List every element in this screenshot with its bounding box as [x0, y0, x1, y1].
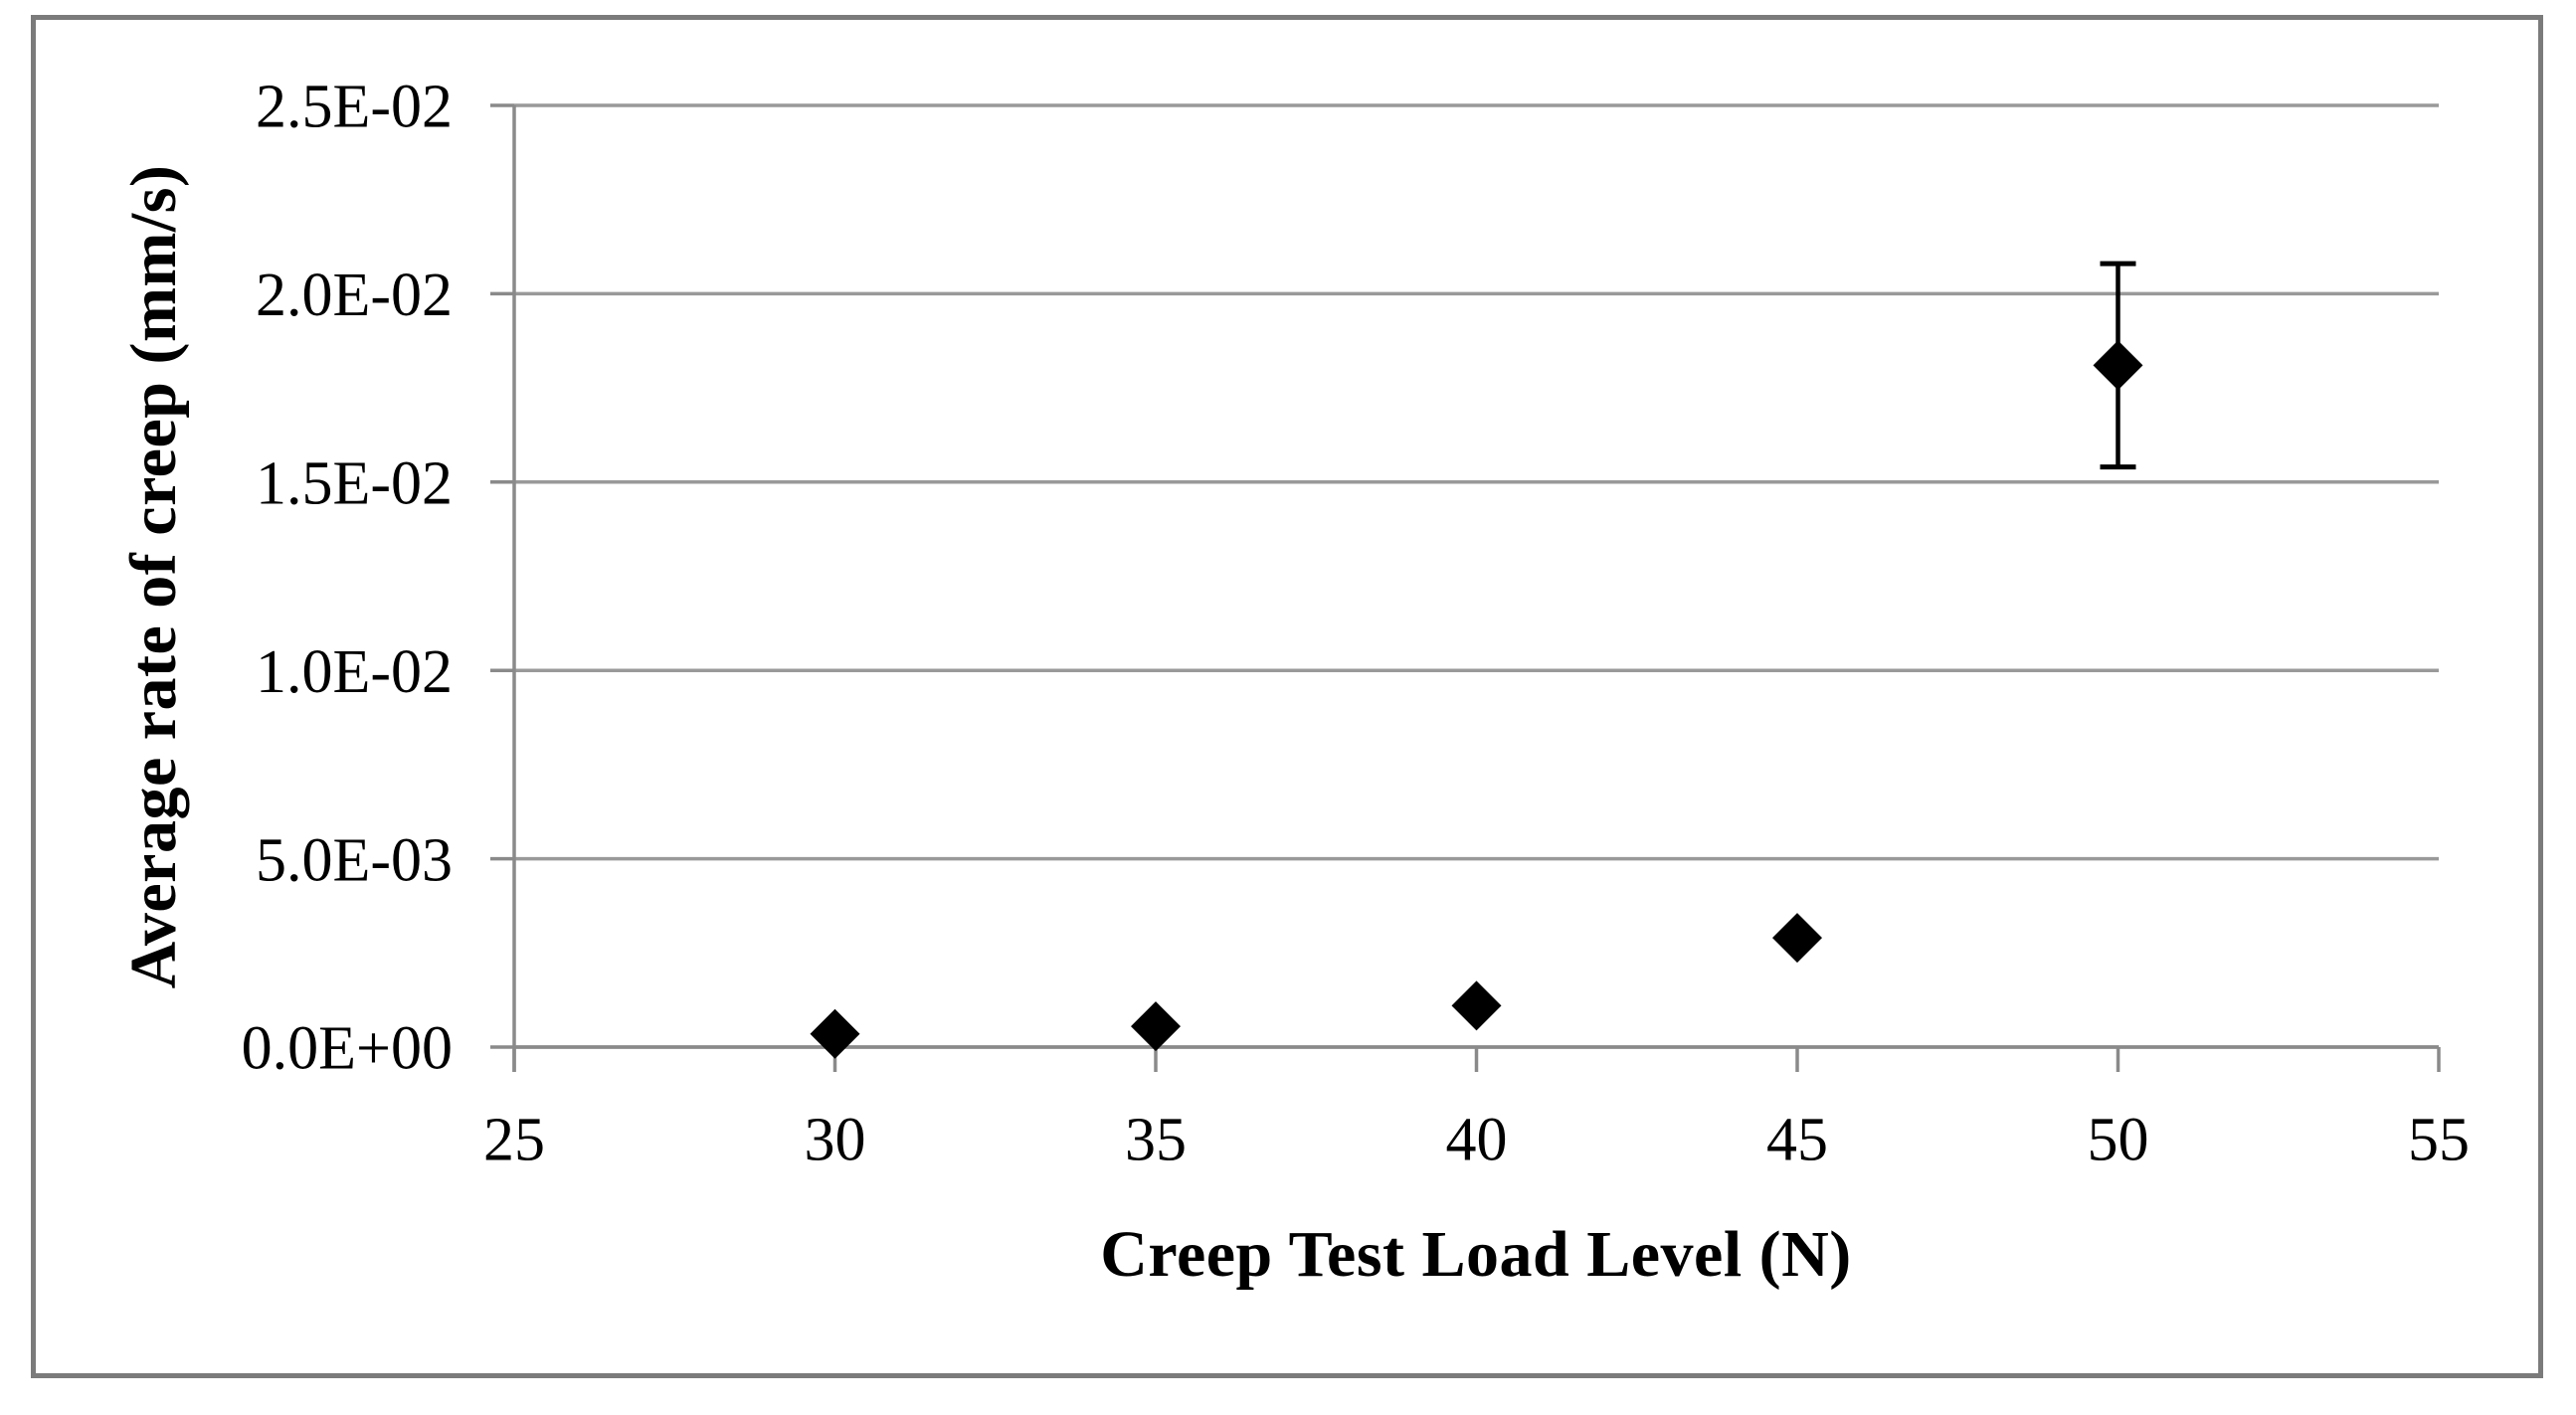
x-axis-title: Creep Test Load Level (N) [1100, 1218, 1852, 1291]
data-point-diamond [1451, 980, 1502, 1031]
data-point-diamond [1131, 1001, 1181, 1052]
x-tick-label: 35 [1125, 1107, 1187, 1174]
data-point-diamond [1772, 913, 1822, 964]
x-tick-label: 40 [1446, 1107, 1508, 1174]
y-tick-label: 5.0E-03 [256, 826, 453, 894]
chart-figure-frame [31, 15, 2543, 1378]
y-tick-label: 2.5E-02 [256, 74, 453, 141]
data-point-diamond [2093, 340, 2143, 391]
y-tick-label: 1.5E-02 [256, 450, 453, 518]
data-point-diamond [810, 1008, 860, 1059]
y-tick-label: 0.0E+00 [242, 1015, 453, 1083]
y-axis-title: Average rate of creep (mm/s) [117, 164, 190, 989]
x-tick-label: 45 [1766, 1107, 1828, 1174]
x-tick-label: 25 [483, 1107, 545, 1174]
x-tick-label: 50 [2088, 1107, 2149, 1174]
x-tick-label: 30 [805, 1107, 866, 1174]
y-tick-label: 2.0E-02 [256, 262, 453, 329]
y-tick-label: 1.0E-02 [256, 638, 453, 706]
x-tick-label: 55 [2408, 1107, 2470, 1174]
